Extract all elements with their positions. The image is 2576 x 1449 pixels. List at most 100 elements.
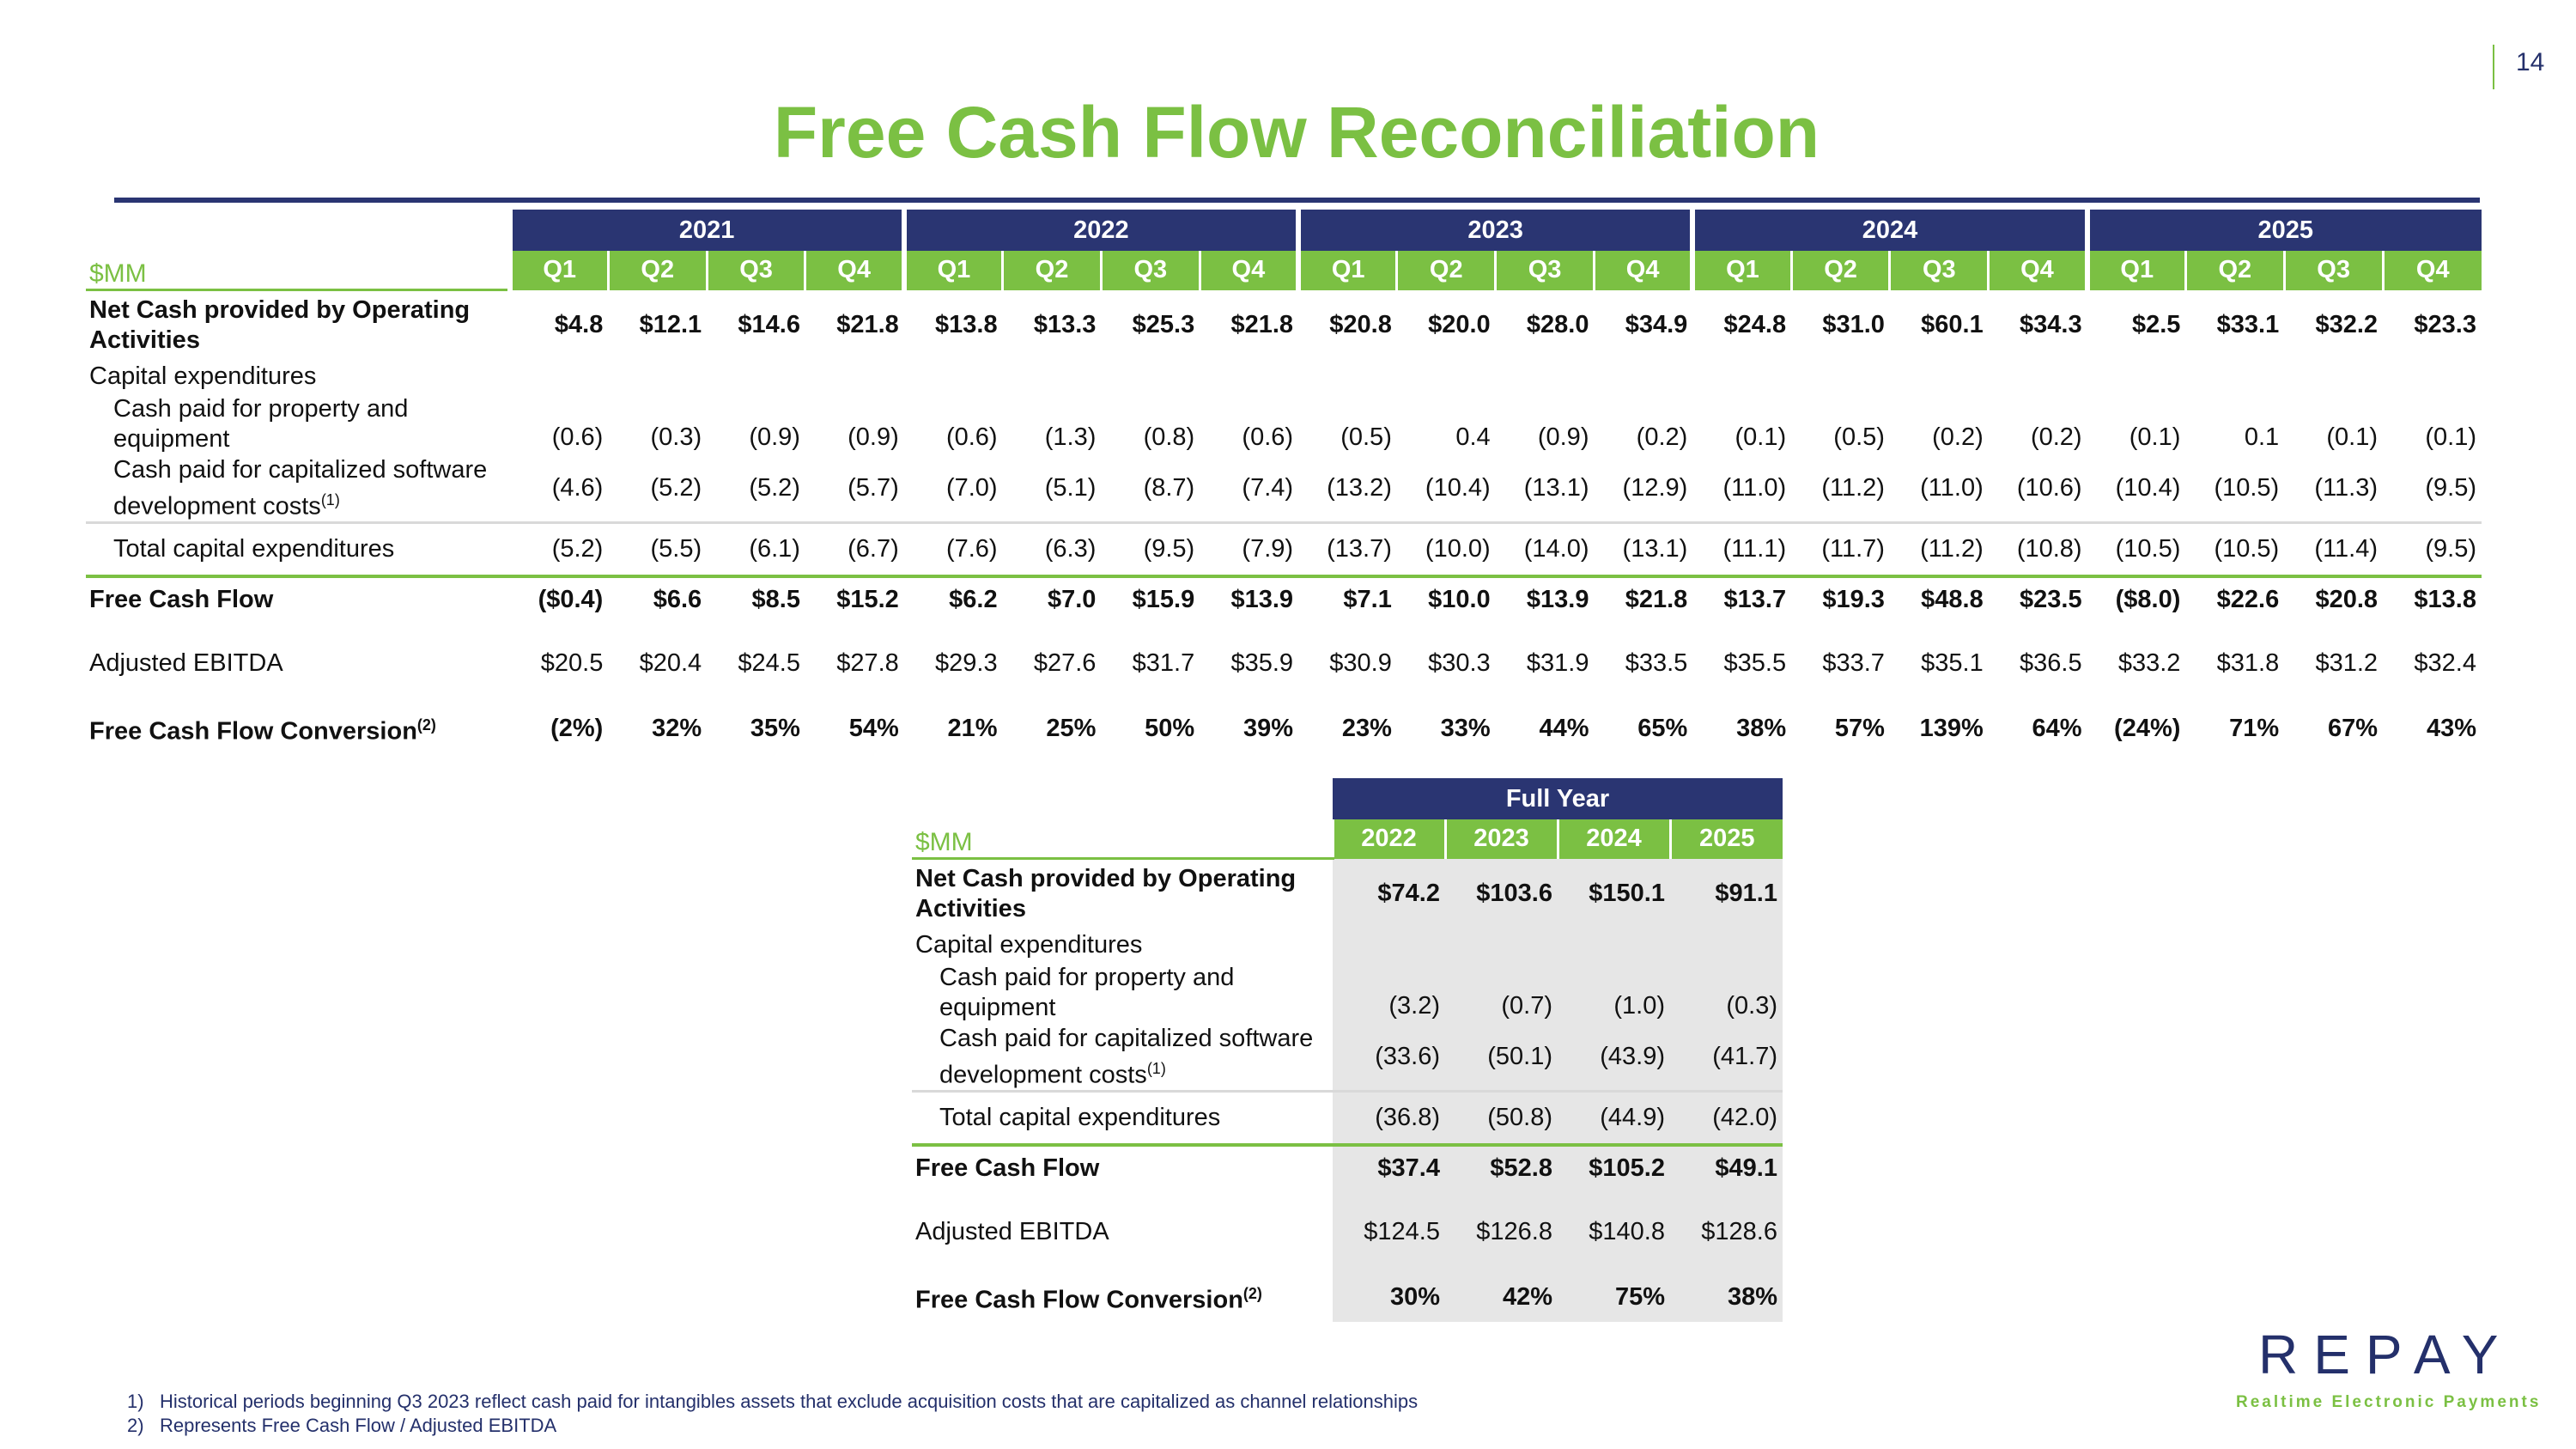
quarter-header: Q1 (901, 251, 1003, 290)
table-cell: 50% (1145, 715, 1195, 743)
table-cell (1791, 361, 1890, 393)
table-cell: (1.0) (1558, 961, 1670, 1024)
table-cell: (0.2) (2030, 423, 2082, 451)
table-cell: $37.4 (1333, 1142, 1445, 1191)
full-year-header: Full Year (1333, 778, 1783, 819)
table-cell: (11.2) (1889, 521, 1989, 576)
table-cell: $27.8 (836, 649, 899, 678)
table-cell: (12.9) (1622, 473, 1688, 502)
quarter-header: Q3 (705, 251, 805, 290)
table-cell: $25.3 (1132, 311, 1195, 338)
row-label-text: Net Cash provided by Operating Activitie… (89, 296, 471, 355)
quarterly-table-body: Net Cash provided by Operating Activitie… (86, 290, 2482, 753)
table-cell: $7.0 (1002, 574, 1102, 623)
table-cell: (5.5) (608, 521, 708, 576)
table-cell: (5.7) (848, 473, 899, 502)
table-cell: (5.1) (1044, 473, 1097, 502)
table-cell: (0.6) (551, 423, 604, 451)
table-cell: (9.5) (2425, 473, 2476, 502)
blank-header-cell (86, 210, 510, 251)
table-cell: (10.8) (1988, 521, 2087, 576)
table-cell: (44.9) (1558, 1090, 1670, 1145)
table-cell (1101, 361, 1200, 393)
row-label: Total capital expenditures (912, 1090, 1333, 1145)
table-cell: $103.6 (1445, 858, 1558, 929)
table-cell: (7.9) (1200, 521, 1299, 576)
table-cell: (42.0) (1670, 1090, 1783, 1145)
table-cell (2383, 361, 2482, 393)
table-cell: $32.2 (2315, 311, 2379, 338)
table-cell: (50.8) (1445, 1090, 1558, 1145)
unit-label: $MM (86, 251, 510, 291)
table-cell: (0.6) (945, 423, 998, 451)
table-cell: $13.7 (1692, 574, 1792, 623)
year-header: 2025 (1668, 819, 1783, 859)
table-cell: (0.1) (2326, 423, 2379, 451)
full-year-header-row: Full Year (912, 778, 1783, 819)
table-cell: $27.6 (1033, 649, 1097, 678)
table-cell: 38% (1670, 1273, 1783, 1322)
table-cell: (6.7) (805, 521, 904, 576)
footnote-number: 2) (127, 1415, 144, 1436)
quarter-header: Q4 (1592, 251, 1693, 290)
table-cell: $31.7 (1132, 649, 1195, 678)
table-cell: $140.8 (1558, 1190, 1670, 1274)
table-row: Capital expenditures (86, 361, 2482, 393)
table-cell: (0.1) (2425, 423, 2476, 451)
table-cell: (2%) (550, 715, 604, 743)
year-header: 2024 (1690, 210, 2087, 251)
table-cell: $91.1 (1670, 858, 1783, 929)
table-cell: $21.8 (836, 311, 899, 338)
table-cell: $31.9 (1526, 649, 1589, 678)
table-cell: $31.0 (1822, 311, 1885, 338)
table-row: Cash paid for property and equipment (3.2… (912, 961, 1783, 1024)
table-cell (2185, 361, 2284, 393)
page-number-divider (2493, 45, 2494, 89)
footnote: 2) Represents Free Cash Flow / Adjusted E… (127, 1414, 1418, 1438)
table-cell: (13.1) (1523, 473, 1589, 502)
footnote-marker: (2) (416, 716, 436, 734)
table-cell: 57% (1834, 715, 1885, 743)
row-label-text: Adjusted EBITDA (89, 649, 283, 678)
table-cell (1890, 361, 1989, 393)
table-cell: 32% (652, 715, 702, 743)
table-cell: 33% (1440, 715, 1491, 743)
table-cell: (11.2) (1821, 473, 1885, 502)
table-row: Total capital expenditures (36.8) (50.8) (4… (912, 1090, 1783, 1145)
table-cell: $23.3 (2414, 311, 2476, 338)
row-label-text: Capital expenditures (915, 931, 1143, 959)
table-cell: $8.5 (707, 574, 805, 623)
table-cell: $2.5 (2131, 311, 2181, 338)
row-label-text: Free Cash Flow (89, 586, 274, 614)
table-cell: (5.2) (509, 521, 609, 576)
table-cell: $128.6 (1670, 1190, 1783, 1274)
table-cell: (0.3) (1670, 961, 1783, 1024)
table-cell: $126.8 (1445, 1190, 1558, 1274)
full-year-table-body: Net Cash provided by Operating Activitie… (912, 858, 1783, 1322)
quarter-header: Q2 (1789, 251, 1890, 290)
year-header: 2023 (1296, 210, 1693, 251)
table-cell: (7.0) (945, 473, 998, 502)
table-cell: $49.1 (1670, 1142, 1783, 1191)
row-label-text: Cash paid for capitalized software devel… (113, 455, 488, 521)
row-label: Capital expenditures (86, 361, 510, 393)
table-cell: $105.2 (1558, 1142, 1670, 1191)
table-cell: $20.8 (2284, 574, 2384, 623)
year-header: 2021 (507, 210, 904, 251)
table-cell: (6.3) (1002, 521, 1102, 576)
quarter-header: Q3 (1494, 251, 1595, 290)
table-cell: $35.1 (1921, 649, 1984, 678)
table-cell: (13.7) (1298, 521, 1397, 576)
quarter-header: Q2 (606, 251, 708, 290)
year-header: 2025 (2084, 210, 2482, 251)
table-cell: (0.9) (749, 423, 800, 451)
row-label: Free Cash Flow Conversion(2) (86, 705, 510, 753)
row-label-text: Adjusted EBITDA (915, 1218, 1109, 1246)
table-cell: $22.6 (2185, 574, 2285, 623)
row-label: Adjusted EBITDA (912, 1191, 1333, 1274)
page-number: 14 (2516, 48, 2545, 76)
table-cell: $74.2 (1333, 858, 1445, 929)
table-cell (1558, 928, 1670, 962)
table-cell: 65% (1637, 715, 1688, 743)
table-cell: 35% (750, 715, 800, 743)
